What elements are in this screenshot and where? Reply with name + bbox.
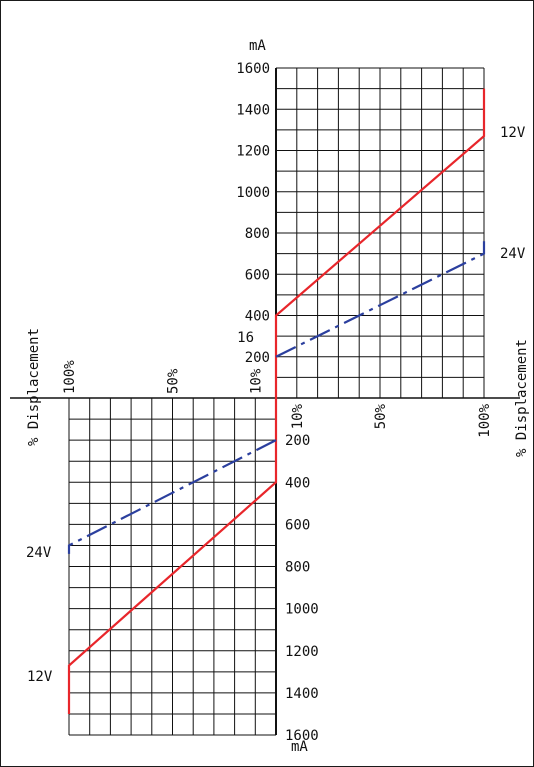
y-tick-label-lower: 1600 xyxy=(285,728,319,744)
y-tick-label-upper: 1200 xyxy=(236,144,270,160)
y-unit-label-lower: mA xyxy=(291,739,308,755)
series-label-lower-24v: 24V xyxy=(26,545,52,561)
series-line-upper-24v xyxy=(275,241,486,358)
x-tick-label-upper: 10% xyxy=(290,403,306,429)
y-tick-label-lower: 1000 xyxy=(285,602,319,618)
x-tick-label-lower: 10% xyxy=(248,368,264,394)
y-tick-label-upper: 1000 xyxy=(236,185,270,201)
y-tick-label-lower: 1400 xyxy=(285,686,319,702)
y-tick-label-upper: 600 xyxy=(245,267,270,283)
extra-label-16: 16 xyxy=(237,330,254,346)
y-tick-label-lower: 400 xyxy=(285,475,310,491)
x-tick-label-upper: 100% xyxy=(477,403,493,437)
y-tick-label-upper: 400 xyxy=(245,309,270,325)
y-tick-label-upper: 200 xyxy=(245,350,270,366)
series-line-lower-24v xyxy=(67,439,277,554)
y-tick-label-lower: 600 xyxy=(285,517,310,533)
y-tick-label-lower: 1200 xyxy=(285,644,319,660)
series-label-upper-12v: 12V xyxy=(500,125,526,141)
y-tick-label-lower: 800 xyxy=(285,560,310,576)
x-tick-label-lower: 100% xyxy=(62,360,78,394)
y-tick-label-upper: 1600 xyxy=(236,61,270,77)
y-tick-label-upper: 800 xyxy=(245,226,270,242)
series-label-lower-12v: 12V xyxy=(27,669,53,685)
x-axis-title-right: % Displacement xyxy=(514,339,530,457)
x-tick-label-lower: 50% xyxy=(166,368,182,394)
x-axis-title-left: % Displacement xyxy=(26,328,42,446)
y-tick-label-upper: 1400 xyxy=(236,102,270,118)
y-unit-label-upper: mA xyxy=(249,38,266,54)
series-label-upper-24v: 24V xyxy=(500,246,526,262)
y-tick-label-lower: 200 xyxy=(285,433,310,449)
x-tick-label-upper: 50% xyxy=(373,403,389,429)
